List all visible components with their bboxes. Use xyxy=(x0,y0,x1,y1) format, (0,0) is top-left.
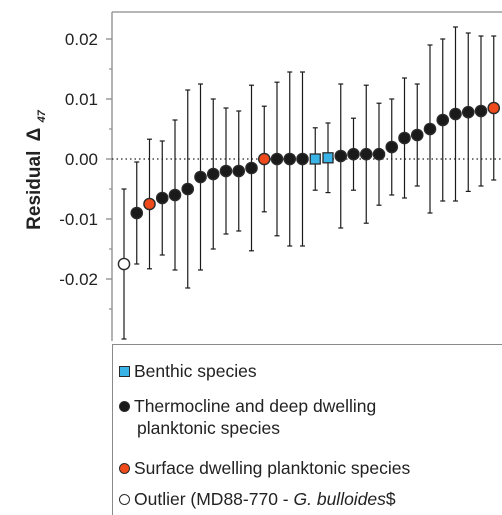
thermocline-point xyxy=(270,152,284,166)
thermocline-point xyxy=(245,161,258,175)
legend-thermocline-label-line2: planktonic species xyxy=(137,418,280,438)
benthic-point xyxy=(309,153,321,165)
y-axis-label: Residual Δ 47 xyxy=(24,109,48,230)
surface-point xyxy=(257,152,271,166)
y-axis-label-text: Residual xyxy=(24,151,45,230)
red-circle-icon xyxy=(119,462,130,474)
thermocline-point xyxy=(283,152,297,166)
thermocline-point xyxy=(347,147,360,161)
legend-outlier-species: G. bulloides xyxy=(293,489,386,509)
thermocline-point xyxy=(296,152,309,166)
y-tick-label: -0.02 xyxy=(59,270,98,289)
legend-item-outlier: Outlier (MD88-770 - G. bulloides$ xyxy=(119,488,396,510)
thermocline-point xyxy=(232,164,246,178)
y-tick-label: 0.01 xyxy=(65,90,98,109)
data-points xyxy=(117,101,501,271)
thermocline-point xyxy=(398,131,411,145)
y-ticks: 0.02 0.01 0.00 -0.01 -0.02 xyxy=(59,30,112,310)
thermocline-point xyxy=(206,167,220,181)
legend-surface-label: Surface dwelling planktonic species xyxy=(134,458,411,478)
legend-thermocline-label-line1: Thermocline and deep dwelling xyxy=(134,396,377,416)
legend-benthic-label: Benthic species xyxy=(134,361,257,381)
legend-item-thermocline: Thermocline and deep dwelling planktonic… xyxy=(119,395,376,439)
y-axis-label-subscript: 47 xyxy=(36,109,48,123)
legend-outlier-suffix: $ xyxy=(385,489,396,509)
thermocline-point xyxy=(130,206,144,220)
thermocline-point xyxy=(155,191,169,205)
y-tick-label: 0.02 xyxy=(65,30,98,49)
thermocline-point xyxy=(423,122,437,136)
thermocline-point xyxy=(436,113,450,127)
y-tick-label: -0.01 xyxy=(59,210,98,229)
blue-square-icon xyxy=(119,365,130,377)
thermocline-point xyxy=(359,147,373,161)
black-circle-icon xyxy=(119,400,130,412)
thermocline-point xyxy=(168,188,182,202)
thermocline-point xyxy=(334,149,348,163)
thermocline-point xyxy=(410,128,424,142)
thermocline-point xyxy=(181,182,195,196)
surface-point xyxy=(143,197,156,211)
benthic-point xyxy=(322,152,334,164)
error-bars xyxy=(121,26,497,340)
outlier-point xyxy=(117,257,131,271)
surface-point xyxy=(487,101,501,115)
thermocline-point xyxy=(194,170,207,184)
y-tick-label: 0.00 xyxy=(65,150,98,169)
thermocline-point xyxy=(461,105,475,119)
chart: Residual Δ 47 0.02 0.01 0.00 -0.01 -0.02 xyxy=(24,11,502,341)
legend: Benthic species Thermocline and deep dwe… xyxy=(112,344,502,515)
legend-item-benthic: Benthic species xyxy=(119,360,257,382)
thermocline-point xyxy=(219,164,233,178)
y-axis-title: Residual Δ 47 xyxy=(24,109,48,230)
thermocline-point xyxy=(449,107,462,121)
thermocline-point xyxy=(474,104,488,118)
y-axis-label-symbol: Δ xyxy=(24,128,45,142)
legend-item-surface: Surface dwelling planktonic species xyxy=(119,457,410,479)
thermocline-point xyxy=(385,140,399,154)
open-circle-icon xyxy=(119,493,130,505)
legend-outlier-prefix: Outlier (MD88-770 - xyxy=(134,489,294,509)
thermocline-point xyxy=(372,147,386,161)
